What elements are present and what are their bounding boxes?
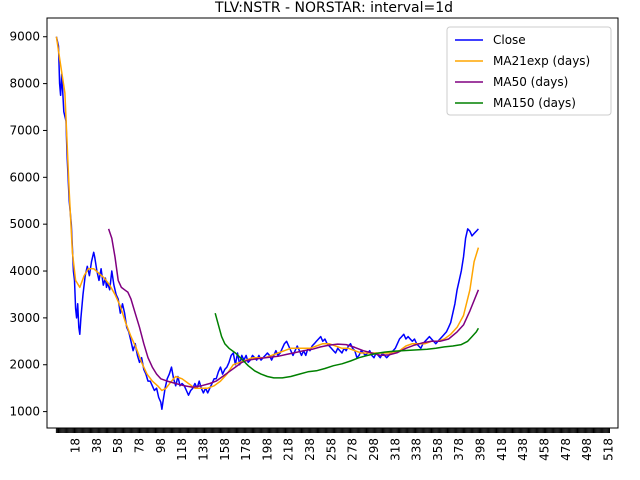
x-tick-label: 478 [559,438,573,461]
x-tick-label: 238 [303,438,317,461]
y-axis: 1000 2000 3000 4000 5000 6000 7000 8000 9000 [9,30,47,419]
x-axis: 18 38 58 78 98 118 138 158 178 198 218 238 258 278 298… [69,438,616,461]
x-tick-label: 38 [90,438,104,453]
x-tick-label: 378 [452,438,466,461]
y-tick-label: 4000 [9,264,40,278]
x-tick-label: 318 [388,438,402,461]
x-tick-label: 458 [537,438,551,461]
x-tick-label: 498 [580,438,594,461]
legend-label: MA150 (days) [493,96,576,110]
series-line-ma150-days [214,313,480,379]
chart-title: TLV:NSTR - NORSTAR: interval=1d [214,0,453,16]
x-tick-label: 518 [601,438,615,461]
series-line-ma21exp-days [55,36,480,392]
legend: Close MA21exp (days) MA50 (days) MA150 (day… [446,26,612,116]
x-tick-label: 358 [431,438,445,461]
x-tick-label: 138 [196,438,210,461]
y-tick-label: 6000 [9,170,40,184]
x-tick-label: 78 [133,438,147,453]
x-tick-label: 118 [175,438,189,461]
x-tick-label: 398 [474,438,488,461]
x-tick-label: 198 [260,438,274,461]
plot-frame [46,17,619,429]
y-tick-label: 2000 [9,358,40,372]
x-tick-label: 178 [239,438,253,461]
x-tick-label: 338 [410,438,424,461]
series-line-close [55,36,479,411]
x-tick-label: 158 [218,438,232,461]
legend-label: MA21exp (days) [493,54,590,68]
y-tick-label: 5000 [9,217,40,231]
x-tick-label: 418 [495,438,509,461]
plot-series [55,36,480,411]
y-tick-label: 3000 [9,311,40,325]
x-tick-label: 278 [346,438,360,461]
x-tick-label: 298 [367,438,381,461]
x-axis-tick-band [55,428,610,433]
x-tick-label: 98 [154,438,168,453]
x-tick-label: 18 [69,438,83,453]
x-tick-label: 218 [282,438,296,461]
y-tick-label: 8000 [9,77,40,91]
x-tick-label: 438 [516,438,530,461]
legend-label: Close [493,33,526,47]
legend-label: MA50 (days) [493,75,568,89]
y-tick-label: 9000 [9,30,40,44]
x-tick-label: 58 [111,438,125,453]
x-tick-label: 258 [324,438,338,461]
y-tick-label: 1000 [9,405,40,419]
legend-box [446,26,612,116]
series-line-ma50-days [107,228,480,388]
y-tick-label: 7000 [9,123,40,137]
